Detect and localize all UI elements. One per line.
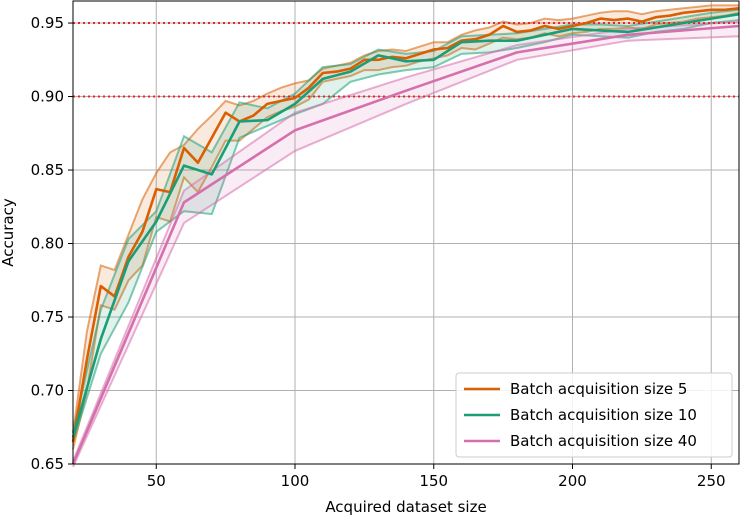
y-tick-label: 0.85 <box>31 161 64 179</box>
y-tick-label: 0.80 <box>31 235 64 253</box>
series-band <box>73 9 739 443</box>
x-tick-label: 150 <box>419 472 448 490</box>
x-tick-label: 100 <box>281 472 310 490</box>
axis-ticks: 50 100 150 200 250 0.65 0.70 0.75 0.80 0.85 0.90 0.… <box>31 14 726 490</box>
plot-area-frame <box>72 0 740 465</box>
series-line <box>71 12 740 438</box>
y-tick-label: 0.75 <box>31 308 64 326</box>
series-band-lower <box>72 35 740 468</box>
confidence-bands <box>72 4 740 468</box>
legend-label: Batch acquisition size 40 <box>510 432 697 450</box>
series-lines <box>71 7 740 465</box>
series-band <box>73 5 739 450</box>
x-axis-label: Acquired dataset size <box>325 498 486 516</box>
x-tick-label: 50 <box>147 472 166 490</box>
y-tick-label: 0.95 <box>31 14 64 32</box>
y-tick-label: 0.70 <box>31 382 64 400</box>
y-axis-label: Accuracy <box>0 198 17 267</box>
reference-lines <box>73 22 739 98</box>
series-band-lower <box>72 19 740 443</box>
legend: Batch acquisition size 5 Batch acquisitio… <box>455 372 733 458</box>
y-tick-label: 0.65 <box>31 455 64 473</box>
series-band-upper <box>72 20 740 462</box>
series-line <box>71 24 740 465</box>
x-tick-label: 250 <box>697 472 726 490</box>
y-tick-label: 0.90 <box>31 88 64 106</box>
series-band-upper <box>72 4 739 434</box>
series-band-upper <box>72 8 740 432</box>
series-line <box>71 7 740 443</box>
series-band-lower <box>72 11 740 450</box>
legend-box <box>455 372 733 458</box>
legend-label: Batch acquisition size 10 <box>510 406 697 424</box>
x-tick-label: 200 <box>558 472 587 490</box>
legend-label: Batch acquisition size 5 <box>510 380 687 398</box>
